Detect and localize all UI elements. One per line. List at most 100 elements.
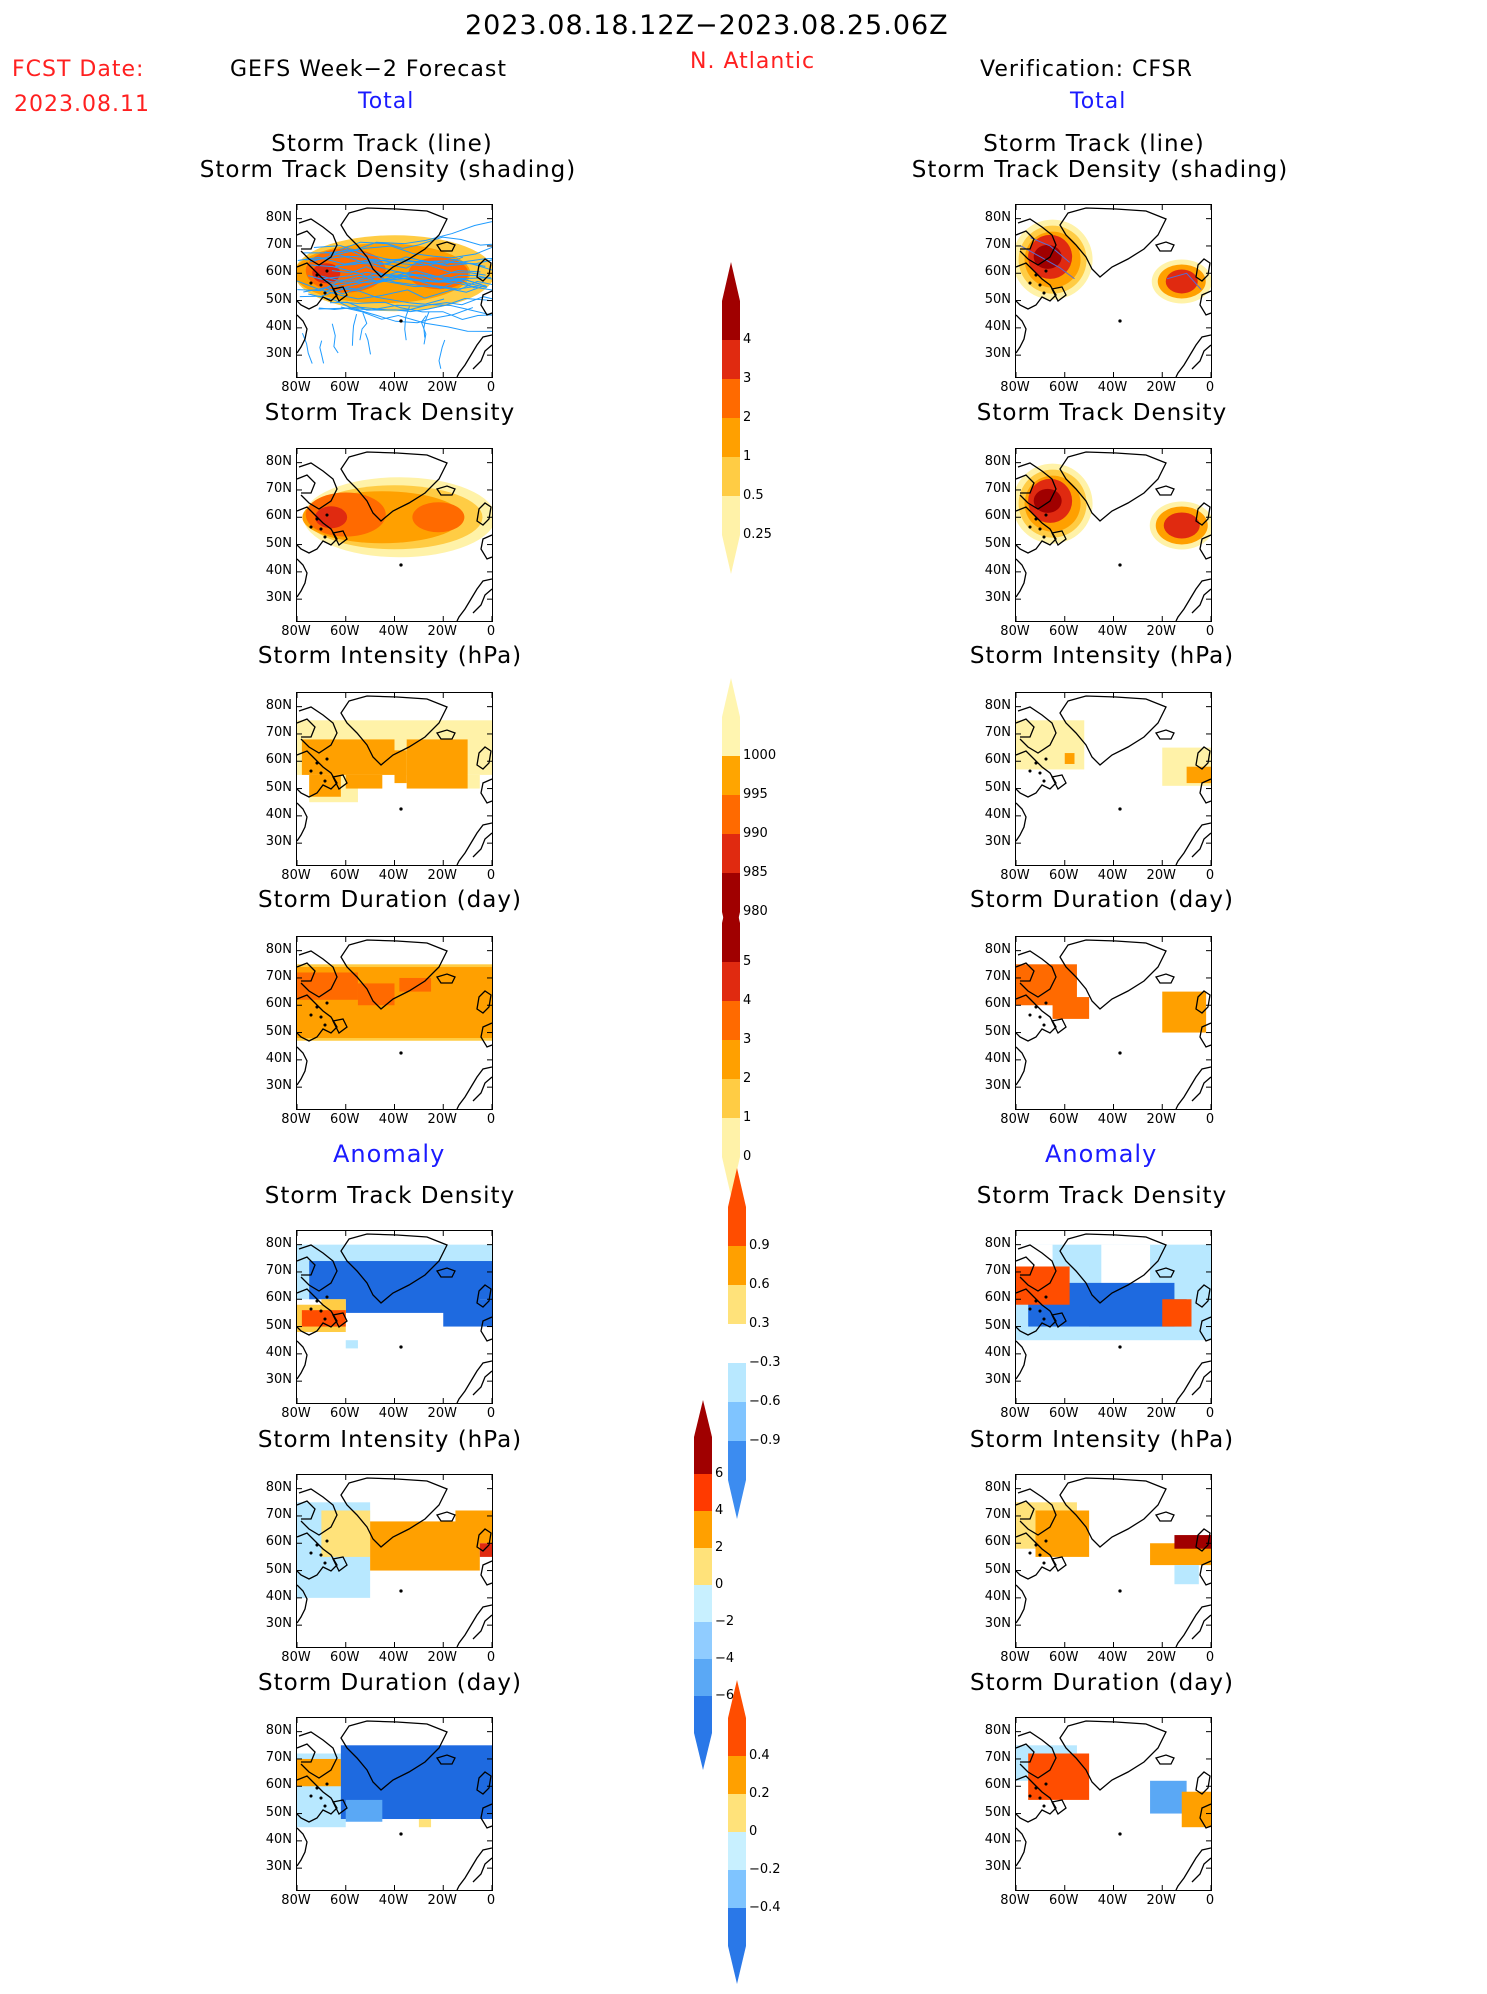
axis-ticks bbox=[1016, 937, 1211, 1109]
lat-tick-label: 30N bbox=[984, 590, 1011, 606]
colorbar-segment bbox=[722, 834, 740, 873]
lat-tick-label: 60N bbox=[984, 264, 1011, 280]
panel-duration-anom-gefs-map bbox=[297, 1718, 492, 1890]
colorbar-arrow-bottom bbox=[728, 1480, 746, 1519]
colorbar-intensity-anom bbox=[694, 1400, 712, 1770]
colorbar-segment bbox=[722, 1001, 740, 1040]
title-density-left: Storm Track Density bbox=[264, 400, 516, 426]
lon-tick-label: 40W bbox=[378, 380, 409, 395]
colorbar-duration-anom bbox=[728, 1680, 746, 1984]
colorbar-label: 2 bbox=[715, 1540, 724, 1555]
title-anom-density-left: Storm Track Density bbox=[264, 1183, 516, 1209]
panel-intensity-cfsr-map bbox=[1016, 693, 1211, 865]
panel-duration-gefs bbox=[296, 936, 493, 1110]
lat-tick-label: 60N bbox=[984, 1290, 1011, 1306]
colorbar-label: −4 bbox=[715, 1651, 735, 1666]
lat-tick-label: 40N bbox=[265, 806, 292, 822]
lat-tick-label: 80N bbox=[984, 1235, 1011, 1251]
lat-tick-label: 80N bbox=[265, 453, 292, 469]
verification-title: Verification: CFSR bbox=[980, 57, 1193, 82]
lon-tick-label: 40W bbox=[1097, 868, 1128, 883]
colorbar-segment bbox=[728, 1441, 746, 1480]
lon-tick-label: 80W bbox=[1000, 1893, 1030, 1908]
colorbar-segment bbox=[694, 1511, 712, 1548]
colorbar-label: 1 bbox=[743, 449, 752, 464]
colorbar-segment bbox=[694, 1622, 712, 1659]
lon-tick-label: 20W bbox=[427, 1406, 457, 1421]
title-track-shading-right: Storm Track Density (shading) bbox=[911, 157, 1289, 183]
lon-tick-label: 40W bbox=[1097, 1893, 1128, 1908]
coastline bbox=[1016, 1477, 1211, 1647]
lat-tick-label: 80N bbox=[265, 1722, 292, 1738]
colorbar-label: 2 bbox=[743, 410, 752, 425]
lon-tick-label: 40W bbox=[1097, 624, 1128, 639]
colorbar-segment bbox=[728, 1870, 746, 1908]
colorbar-label: 1000 bbox=[743, 748, 777, 763]
colorbar-segment bbox=[722, 1040, 740, 1079]
lon-tick-label: 20W bbox=[1146, 1112, 1176, 1127]
lat-tick-label: 70N bbox=[984, 1262, 1011, 1278]
lat-tick-label: 70N bbox=[984, 968, 1011, 984]
lat-tick-label: 60N bbox=[265, 1534, 292, 1550]
panel-intensity-anom-gefs bbox=[296, 1474, 493, 1648]
lat-tick-label: 60N bbox=[265, 1777, 292, 1793]
panel-intensity-gefs bbox=[296, 692, 493, 866]
colorbar-segment bbox=[728, 1908, 746, 1946]
lat-tick-label: 50N bbox=[265, 1317, 292, 1333]
lon-tick-label: 60W bbox=[330, 868, 360, 883]
lat-tick-label: 60N bbox=[984, 1777, 1011, 1793]
title-intensity-left: Storm Intensity (hPa) bbox=[257, 643, 523, 669]
colorbar-segment bbox=[728, 1832, 746, 1870]
colorbar-segment bbox=[722, 717, 740, 756]
panel-density-anom-gefs-map bbox=[297, 1231, 492, 1403]
grid-cell bbox=[406, 739, 468, 789]
lat-tick-label: 80N bbox=[984, 941, 1011, 957]
coastline bbox=[297, 695, 492, 865]
coastline bbox=[1016, 451, 1211, 621]
title-duration-left: Storm Duration (day) bbox=[258, 887, 522, 913]
colorbar-segment bbox=[694, 1474, 712, 1511]
colorbar-label: 5 bbox=[743, 954, 752, 969]
lat-tick-label: 70N bbox=[984, 236, 1011, 252]
lat-tick-label: 50N bbox=[984, 535, 1011, 551]
lat-tick-label: 50N bbox=[265, 779, 292, 795]
lat-tick-label: 50N bbox=[265, 1804, 292, 1820]
lon-tick-label: 80W bbox=[281, 380, 311, 395]
panel-density-gefs bbox=[296, 448, 493, 622]
colorbar-label: 3 bbox=[743, 371, 752, 386]
grid-cell bbox=[321, 1299, 346, 1313]
lon-tick-label: 0 bbox=[1205, 1650, 1215, 1665]
colorbar-segment bbox=[722, 379, 740, 418]
panel-duration-cfsr bbox=[1015, 936, 1212, 1110]
colorbar-label: 0.2 bbox=[749, 1786, 770, 1801]
fcst-date-label: FCST Date: bbox=[12, 57, 145, 82]
lat-tick-label: 80N bbox=[265, 697, 292, 713]
colorbar-segment bbox=[728, 1246, 746, 1285]
lat-tick-label: 40N bbox=[984, 562, 1011, 578]
lon-tick-label: 0 bbox=[486, 624, 496, 639]
lat-tick-label: 40N bbox=[265, 1831, 292, 1847]
lat-tick-label: 80N bbox=[265, 941, 292, 957]
lat-tick-label: 30N bbox=[265, 834, 292, 850]
coastline bbox=[297, 207, 492, 377]
density-blob bbox=[315, 506, 348, 529]
grid-cell bbox=[345, 774, 383, 789]
panel-track-gefs-map bbox=[297, 205, 492, 377]
colorbar-density-anom bbox=[728, 1168, 746, 1519]
forecast-title: GEFS Week−2 Forecast bbox=[230, 57, 507, 82]
axis-ticks bbox=[297, 1718, 492, 1890]
colorbar-segment bbox=[722, 340, 740, 379]
colorbar-label: 4 bbox=[743, 332, 752, 347]
title-density-right: Storm Track Density bbox=[976, 400, 1228, 426]
colorbar-segment bbox=[728, 1285, 746, 1324]
lon-tick-label: 0 bbox=[486, 868, 496, 883]
storm-tracks bbox=[297, 221, 492, 369]
lon-tick-label: 0 bbox=[486, 380, 496, 395]
lat-tick-label: 30N bbox=[984, 346, 1011, 362]
lon-tick-label: 80W bbox=[1000, 380, 1030, 395]
lat-tick-label: 60N bbox=[984, 508, 1011, 524]
colorbar-label: −0.6 bbox=[749, 1394, 781, 1409]
lon-tick-label: 60W bbox=[1049, 1112, 1079, 1127]
lat-tick-label: 30N bbox=[984, 1372, 1011, 1388]
grid-cell bbox=[394, 750, 407, 784]
